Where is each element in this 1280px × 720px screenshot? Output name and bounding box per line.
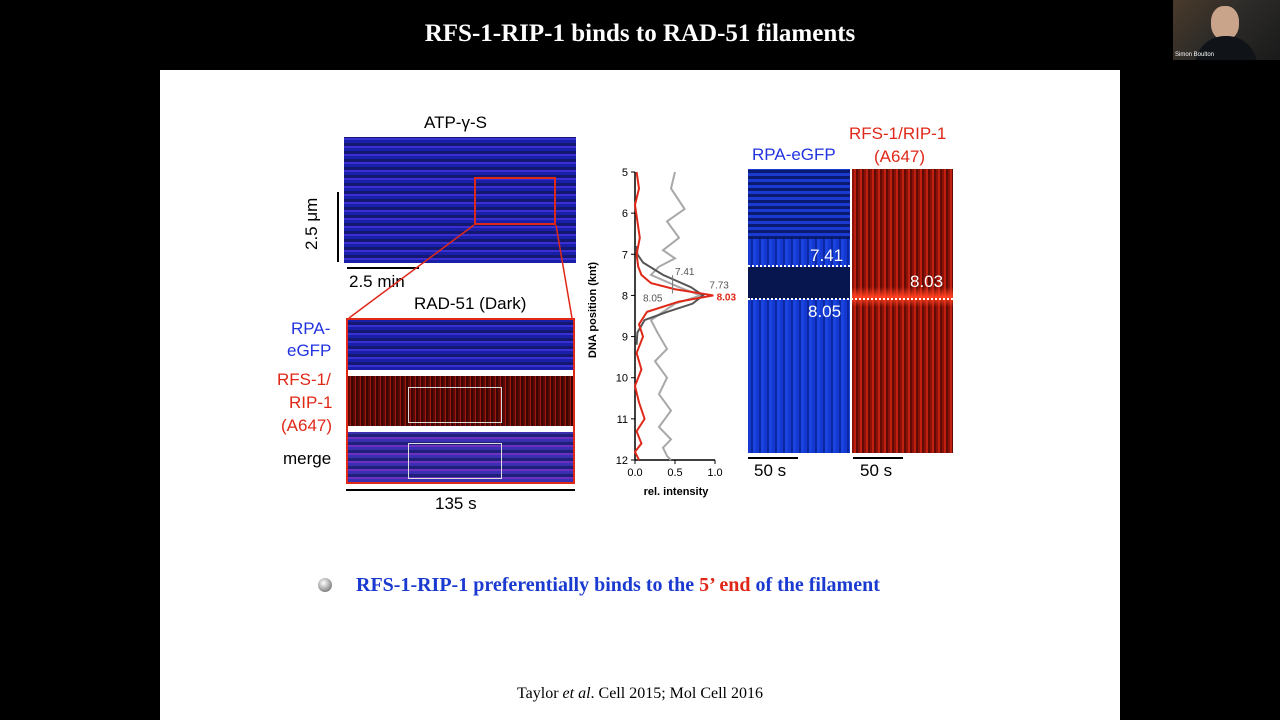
rpa-kymograph: [748, 169, 850, 453]
chart-annotation-label: 8.05: [643, 293, 663, 304]
chart-y-tick-label: 5: [622, 167, 628, 179]
row-rfs-line2: RIP-1: [289, 393, 333, 412]
zoom-line-left: [348, 224, 475, 319]
chart-x-tick-label: 1.0: [707, 467, 722, 479]
chart-x-tick-label: 0.5: [667, 467, 682, 479]
rpa-row-image: [348, 320, 573, 370]
conclusion-text: RFS-1-RIP-1 preferentially binds to the …: [356, 574, 880, 597]
merge-highlight-box: [408, 443, 502, 479]
marker-805-label: 8.05: [808, 302, 842, 321]
citation-author: Taylor: [517, 685, 563, 702]
chart-y-tick-label: 12: [616, 455, 628, 467]
scale-right-label: 50 s: [860, 461, 893, 480]
zoom-line-right: [555, 224, 573, 319]
rfs-label-line1: RFS-1/RIP-1: [849, 124, 947, 143]
conclusion-part2: of the filament: [750, 574, 880, 596]
merge-row-image: [348, 432, 573, 482]
rfs-row-image: [348, 376, 573, 426]
chart-series-line-2: [633, 171, 714, 461]
chart-lines: [633, 171, 714, 461]
webcam-video[interactable]: Simon Boulton: [1173, 0, 1280, 60]
atp-label: ATP-γ-S: [424, 113, 487, 132]
row-rfs-line3: (A647): [281, 416, 333, 435]
scale-bar-right: [853, 457, 903, 459]
slide-canvas: [160, 70, 1120, 720]
conclusion-part1: RFS-1-RIP-1 preferentially binds to the: [356, 574, 700, 596]
rad51-label: RAD-51 (Dark): [414, 294, 527, 313]
citation-etal: et al: [562, 685, 591, 702]
rfs-bright-band: [852, 287, 953, 307]
chart-xlabel: rel. intensity: [644, 486, 710, 498]
rfs-label-line2: (A647): [874, 147, 926, 166]
marker-805-line: [748, 298, 953, 300]
intensity-chart: DNA position (knt) rel. intensity 5 6 7 8 9 1…: [587, 167, 737, 498]
bullet-icon: [318, 578, 332, 592]
chart-annotation-label: 7.73: [709, 280, 729, 291]
chart-ylabel: DNA position (knt): [587, 262, 599, 358]
row-merge: merge: [283, 449, 332, 468]
chart-y-tick-label: 7: [622, 249, 628, 261]
scale-bar-y: [337, 192, 339, 262]
presenter-name: Simon Boulton: [1175, 52, 1215, 58]
presenter-head: [1211, 6, 1239, 40]
rpa-egfp-label: RPA-eGFP: [752, 145, 836, 164]
time-label: 135 s: [435, 494, 477, 513]
chart-x-tick-label: 0.0: [627, 467, 642, 479]
chart-series-line-0: [649, 171, 704, 461]
time-bar: [346, 489, 575, 491]
chart-axes: 5 6 7 8 9 10 11 120.0 0.5 1.0: [616, 167, 723, 479]
rfs-highlight-box: [408, 387, 502, 423]
scale-bar-x: [347, 267, 419, 269]
atp-kymograph: [344, 137, 576, 263]
chart-annotations: 7.41 7.73 8.05 8.03: [643, 267, 737, 304]
conclusion-highlight: 5’ end: [699, 574, 751, 596]
row-rpa-line2: eGFP: [287, 341, 332, 360]
marker-741-line: [748, 265, 850, 267]
rpa-kymo-dark-band: [748, 267, 850, 299]
slide-title: RFS-1-RIP-1 binds to RAD-51 filaments: [424, 20, 856, 47]
rfs-kymograph: [852, 169, 953, 453]
chart-annotation-label: 8.03: [717, 293, 737, 304]
chart-y-tick-label: 9: [622, 332, 628, 344]
citation: Taylor et al. Cell 2015; Mol Cell 2016: [0, 685, 1280, 703]
marker-803-label: 8.03: [910, 272, 944, 291]
row-rpa-line1: RPA-: [291, 319, 331, 338]
rpa-kymo-top: [748, 169, 850, 239]
zoom-box: [474, 177, 556, 225]
scale-bar-left: [748, 457, 798, 459]
chart-y-tick-label: 11: [617, 414, 628, 426]
chart-y-tick-label: 10: [616, 373, 628, 385]
chart-y-tick-label: 8: [622, 290, 628, 302]
marker-741-label: 7.41: [810, 246, 844, 265]
chart-y-tick-label: 6: [622, 208, 628, 220]
zoom-panel: [346, 318, 575, 484]
citation-rest: . Cell 2015; Mol Cell 2016: [590, 685, 763, 702]
chart-series-line-1: [635, 245, 705, 345]
scale-left-label: 50 s: [754, 461, 787, 480]
row-rfs-line1: RFS-1/: [277, 370, 331, 389]
chart-annotation-label: 7.41: [675, 267, 695, 278]
